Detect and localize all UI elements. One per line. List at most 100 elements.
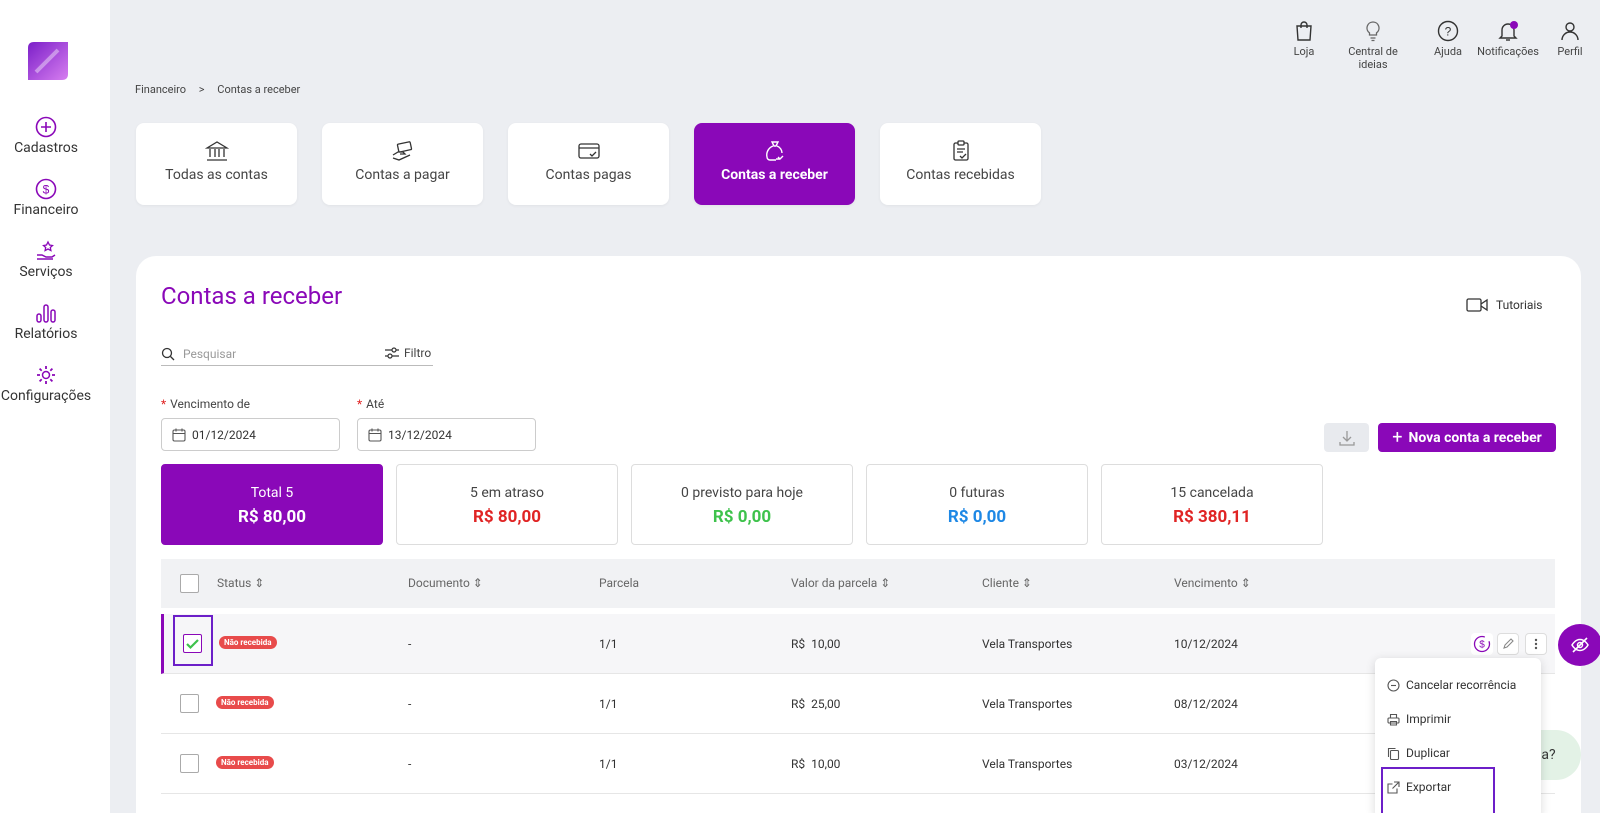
summary-cancelada[interactable]: 15 cancelada R$ 380,11 (1101, 464, 1323, 545)
menu-item-cancelar-recorrencia[interactable]: Cancelar recorrência (1387, 678, 1516, 692)
menu-item-label: Duplicar (1406, 746, 1450, 760)
card-label: Contas a receber (721, 167, 828, 183)
status-badge: Não recebida (216, 696, 274, 709)
sort-icon: ⇕ (254, 576, 265, 590)
gear-icon (37, 366, 55, 384)
row-checkbox[interactable] (180, 754, 199, 773)
checkbox-highlight (173, 615, 213, 666)
sidebar-item-label: Serviços (19, 264, 73, 280)
topbar-ajuda[interactable]: ? Ajuda (1433, 20, 1463, 58)
question-circle-icon: ? (1437, 20, 1459, 42)
svg-text:?: ? (1445, 25, 1452, 39)
sort-icon: ⇕ (1021, 576, 1032, 590)
download-icon (1338, 430, 1355, 446)
sidebar-item-label: Cadastros (14, 140, 78, 156)
row-context-menu: Cancelar recorrência Imprimir Duplicar E… (1375, 658, 1541, 813)
lightbulb-icon (1366, 21, 1380, 42)
search-input[interactable] (183, 346, 373, 361)
summary-futuras[interactable]: 0 futuras R$ 0,00 (866, 464, 1088, 545)
menu-item-label: Exportar (1406, 780, 1452, 794)
topbar-perfil[interactable]: Perfil (1555, 20, 1585, 58)
header-documento[interactable]: Documento ⇕ (408, 576, 483, 590)
select-all-checkbox[interactable] (180, 574, 199, 593)
plus-circle-icon (35, 116, 57, 138)
ate-field[interactable]: 13/12/2024 (357, 418, 536, 451)
topbar-loja[interactable]: Loja (1292, 20, 1316, 58)
summary-em-atraso[interactable]: 5 em atraso R$ 80,00 (396, 464, 618, 545)
cell-cliente: Vela Transportes (982, 697, 1073, 711)
dollar-refresh-icon: $ (1473, 635, 1491, 653)
sidebar-item-configuracoes[interactable]: Configurações (0, 364, 92, 404)
header-valor-da-parcela[interactable]: Valor da parcela ⇕ (791, 576, 891, 590)
table-row[interactable]: Não recebida - 1/1 R$ 10,00 Vela Transpo… (161, 614, 1555, 674)
cell-valor: R$ 25,00 (791, 697, 841, 711)
money-bag-icon (765, 141, 783, 161)
help-chat-text: la? (1538, 747, 1556, 763)
card-todas-as-contas[interactable]: Todas as contas (136, 123, 297, 205)
card-contas-a-receber[interactable]: Contas a receber (694, 123, 855, 205)
tutorials-link[interactable]: Tutoriais (1466, 297, 1543, 313)
bar-chart-icon (36, 304, 56, 323)
edit-button[interactable] (1497, 633, 1519, 655)
header-status[interactable]: Status ⇕ (217, 576, 265, 590)
hide-values-button[interactable] (1558, 624, 1600, 666)
printer-icon (1387, 713, 1400, 726)
row-checkbox[interactable] (180, 694, 199, 713)
cell-vencimento: 03/12/2024 (1174, 757, 1238, 771)
vencimento-de-field[interactable]: 01/12/2024 (161, 418, 340, 451)
cell-documento: - (408, 637, 412, 651)
summary-total[interactable]: Total 5 R$ 80,00 (161, 464, 383, 545)
breadcrumb-parent[interactable]: Financeiro (135, 83, 187, 96)
breadcrumb-current: Contas a receber (217, 83, 301, 96)
video-camera-icon (1466, 298, 1488, 312)
more-options-button[interactable] (1525, 633, 1547, 655)
status-badge: Não recebida (216, 756, 274, 769)
menu-item-imprimir[interactable]: Imprimir (1387, 712, 1451, 726)
topbar-central-de-ideias[interactable]: Central de ideias (1333, 20, 1413, 71)
new-receivable-button[interactable]: + Nova conta a receber (1378, 423, 1556, 452)
app-logo[interactable] (28, 42, 68, 80)
receive-payment-button[interactable]: $ (1471, 633, 1493, 655)
eye-off-icon (1571, 637, 1589, 653)
sidebar-item-cadastros[interactable]: Cadastros (0, 116, 92, 156)
cell-vencimento: 08/12/2024 (1174, 697, 1238, 711)
menu-item-exportar[interactable]: Exportar (1387, 780, 1451, 794)
calendar-icon (368, 428, 382, 442)
header-vencimento[interactable]: Vencimento ⇕ (1174, 576, 1251, 590)
sort-icon: ⇕ (1240, 576, 1251, 590)
sidebar-item-relatorios[interactable]: Relatórios (0, 302, 92, 342)
card-contas-pagas[interactable]: Contas pagas (508, 123, 669, 205)
topbar-label: Notificações (1477, 45, 1539, 58)
download-button[interactable] (1324, 423, 1369, 452)
sidebar-item-financeiro[interactable]: $ Financeiro (0, 178, 92, 218)
cell-parcela: 1/1 (599, 637, 618, 651)
sidebar-item-label: Relatórios (14, 326, 78, 342)
filter-button[interactable]: Filtro (385, 346, 431, 360)
tutorials-label: Tutoriais (1496, 298, 1543, 312)
table-row[interactable]: Não recebida - 1/1 R$ 25,00 Vela Transpo… (161, 674, 1555, 734)
kebab-menu-icon (1534, 638, 1538, 650)
card-contas-a-pagar[interactable]: Contas a pagar (322, 123, 483, 205)
checkmark-icon (186, 639, 199, 650)
export-icon (1387, 780, 1400, 794)
card-label: Contas recebidas (906, 167, 1015, 183)
card-contas-recebidas[interactable]: Contas recebidas (880, 123, 1041, 205)
topbar-label: Ajuda (1433, 45, 1463, 58)
table-row[interactable]: Não recebida - 1/1 R$ 10,00 Vela Transpo… (161, 734, 1555, 794)
exportar-highlight (1381, 767, 1495, 813)
menu-item-duplicar[interactable]: Duplicar (1387, 746, 1450, 760)
menu-item-label: Imprimir (1406, 712, 1452, 726)
cell-valor: R$ 10,00 (791, 637, 841, 651)
new-receivable-label: Nova conta a receber (1408, 429, 1542, 446)
sidebar-item-servicos[interactable]: Serviços (0, 240, 92, 280)
sliders-icon (385, 347, 399, 359)
header-cliente[interactable]: Cliente ⇕ (982, 576, 1032, 590)
topbar-notificacoes[interactable]: Notificações (1477, 20, 1539, 58)
header-parcela: Parcela (599, 576, 640, 590)
summary-previsto-hoje[interactable]: 0 previsto para hoje R$ 0,00 (631, 464, 853, 545)
card-label: Contas a pagar (355, 167, 450, 183)
vencimento-de-text: Vencimento de (170, 397, 251, 411)
bank-icon (204, 141, 229, 161)
sidebar: Cadastros $ Financeiro Serviços Relatóri… (0, 0, 110, 813)
row-checkbox[interactable] (183, 634, 202, 653)
